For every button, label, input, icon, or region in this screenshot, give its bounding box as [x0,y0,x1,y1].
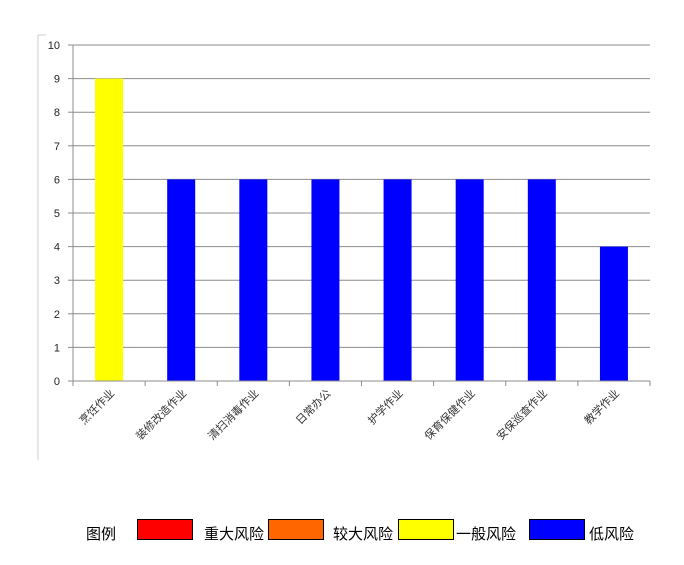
legend-swatch-significant-risk [268,519,324,540]
legend-label-major-risk: 重大风险 [204,525,265,543]
bar [455,179,484,381]
y-tick-label: 5 [54,208,60,220]
bars [95,78,628,381]
legend: 图例 重大风险 较大风险 一般风险 低风险 [0,518,684,548]
y-tick-label: 1 [54,342,60,354]
bar [599,246,628,381]
legend-swatch-major-risk [137,519,193,540]
gridlines [68,44,650,382]
bar [167,179,196,381]
bar [95,78,124,381]
legend-swatch-low-risk [529,519,585,540]
bar [239,179,268,381]
bar [383,179,412,381]
bar-chart: 0 1 2 3 4 5 6 7 8 9 10 烹饪作业 装修改造作业 清扫消毒作业 日常办公 护学作业 保育保… [37,34,651,460]
x-tick-label: 日常办公 [293,387,333,427]
x-tick-label: 保育保健作业 [421,386,478,443]
x-tick-label: 安保巡查作业 [493,386,550,443]
x-tick-label: 烹饪作业 [76,386,117,427]
bar [527,179,556,381]
y-tick-label: 2 [54,309,60,321]
legend-title: 图例 [86,525,117,543]
y-tick-label: 7 [54,141,60,153]
y-tick-label: 6 [54,174,60,186]
legend-label-low-risk: 低风险 [589,525,635,543]
x-tick-label: 清扫消毒作业 [205,386,262,443]
y-tick-label: 3 [54,275,60,287]
legend-label-significant-risk: 较大风险 [333,525,394,543]
x-tick-label: 教学作业 [581,386,622,427]
y-tick-label: 0 [54,376,60,388]
x-axis: 烹饪作业 装修改造作业 清扫消毒作业 日常办公 护学作业 保育保健作业 安保巡查作业 教学作业 [72,380,651,443]
y-axis: 0 1 2 3 4 5 6 7 8 9 10 [48,40,74,388]
y-tick-label: 8 [54,107,60,119]
x-tick-label: 护学作业 [365,386,406,427]
y-tick-label: 9 [54,74,60,86]
y-tick-label: 4 [54,242,60,254]
legend-label-general-risk: 一般风险 [456,525,517,543]
bar [311,179,340,381]
x-tick-label: 装修改造作业 [133,386,190,443]
y-tick-label: 10 [48,40,60,52]
legend-swatch-general-risk [398,519,454,540]
